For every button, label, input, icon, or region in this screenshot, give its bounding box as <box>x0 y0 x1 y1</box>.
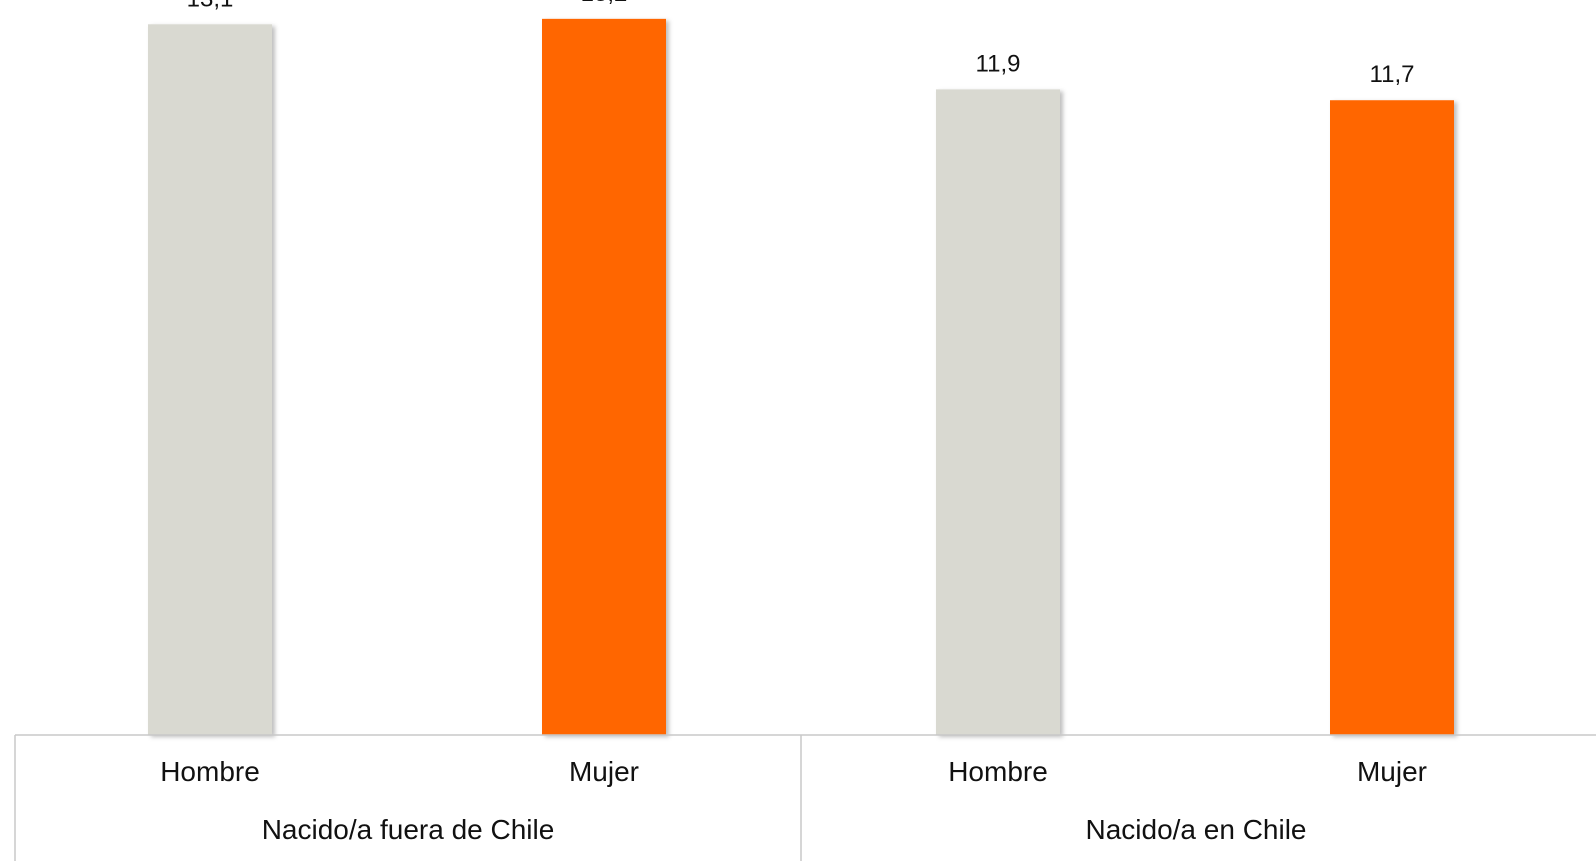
bar-en-chile-hombre <box>936 89 1060 735</box>
group-tick-label: Nacido/a fuera de Chile <box>262 814 555 845</box>
group-tick-label: Nacido/a en Chile <box>1085 814 1306 845</box>
category-tick-label: Mujer <box>569 756 639 787</box>
data-label: 13,2 <box>581 0 628 7</box>
bar-fuera-mujer <box>542 18 666 735</box>
category-tick-label: Hombre <box>160 756 260 787</box>
data-label: 11,7 <box>1370 61 1415 88</box>
category-tick-label: Mujer <box>1357 756 1427 787</box>
data-label: 13,1 <box>187 0 234 12</box>
value-labels-layer: 13,1 13,2 11,9 11,7 <box>187 0 1415 88</box>
category-axis <box>14 734 1596 861</box>
bar-fuera-hombre <box>148 24 272 735</box>
data-label: 11,9 <box>976 50 1021 77</box>
bar-en-chile-mujer <box>1330 100 1454 736</box>
bars-layer <box>148 18 1454 736</box>
category-tick-label: Hombre <box>948 756 1048 787</box>
